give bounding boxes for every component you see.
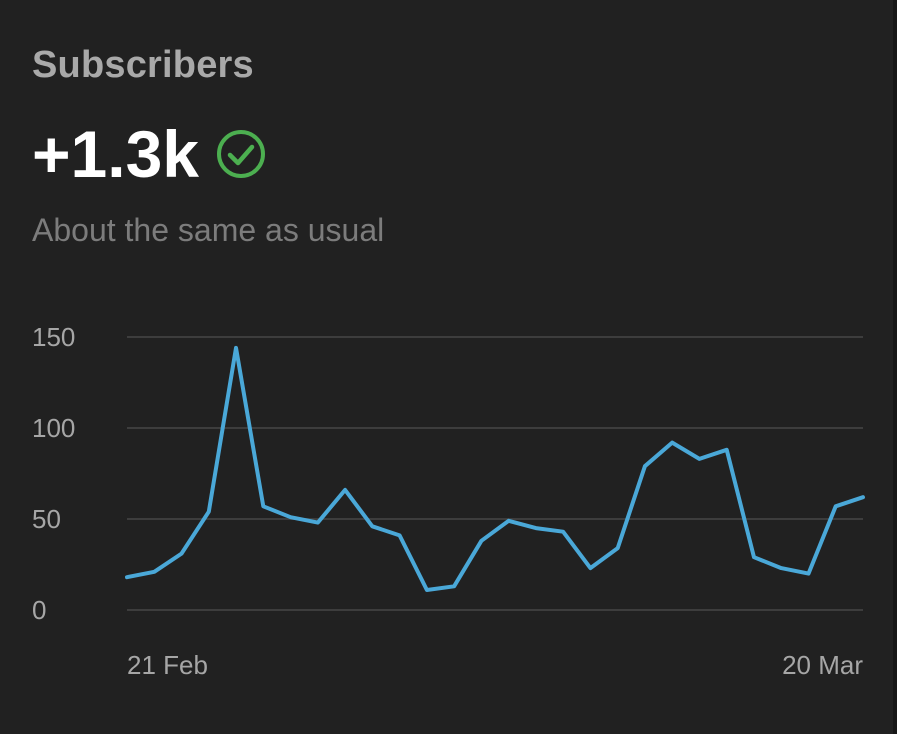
- y-tick-label: 0: [32, 595, 46, 625]
- y-tick-label: 50: [32, 504, 61, 534]
- subscribers-series-line: [125, 345, 865, 592]
- card-title: Subscribers: [32, 44, 254, 86]
- check-circle-icon: [217, 130, 265, 178]
- y-tick-label: 150: [32, 322, 75, 352]
- subscriber-count: +1.3k: [32, 117, 199, 191]
- y-tick-label: 100: [32, 413, 75, 443]
- headline-row: +1.3k: [32, 118, 267, 190]
- x-tick-label-end: 20 Mar: [782, 650, 863, 680]
- status-subtitle: About the same as usual: [32, 212, 385, 248]
- x-tick-label-start: 21 Feb: [127, 650, 208, 680]
